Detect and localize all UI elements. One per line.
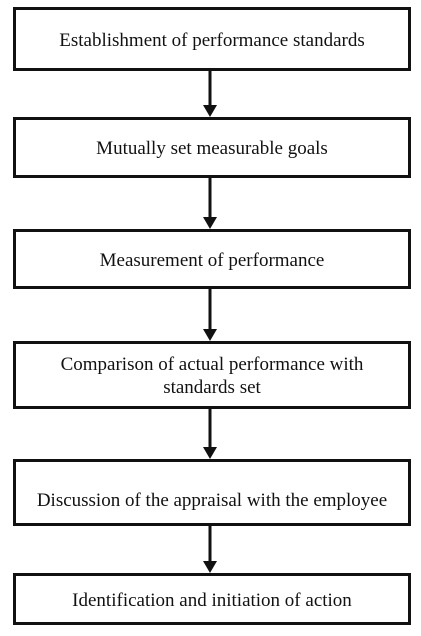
arrow-down-icon	[203, 71, 217, 117]
step-label: Discussion of the appraisal with the emp…	[36, 490, 388, 511]
step-box-set-goals: Mutually set measurable goals	[13, 117, 411, 178]
step-label: Establishment of performance standards	[59, 29, 365, 51]
arrow-down-icon	[203, 409, 217, 459]
flow-arrow-5	[203, 526, 217, 573]
step-box-discussion: Discussion of the appraisal with the emp…	[13, 459, 411, 526]
flow-arrow-1	[203, 71, 217, 117]
arrow-down-icon	[203, 178, 217, 229]
step-box-establish-standards: Establishment of performance standards	[13, 7, 411, 71]
flow-arrow-3	[203, 289, 217, 341]
flow-arrow-2	[203, 178, 217, 229]
step-label: Measurement of performance	[99, 249, 325, 271]
step-label: Comparison of actual performance with st…	[60, 354, 364, 398]
arrow-down-icon	[203, 526, 217, 573]
arrow-down-icon	[203, 289, 217, 341]
step-box-action: Identification and initiation of action	[13, 573, 411, 625]
step-label: Identification and initiation of action	[72, 589, 352, 611]
step-box-measurement: Measurement of performance	[13, 229, 411, 289]
step-box-comparison: Comparison of actual performance with st…	[13, 341, 411, 409]
flow-arrow-4	[203, 409, 217, 459]
step-label: Mutually set measurable goals	[96, 138, 328, 159]
